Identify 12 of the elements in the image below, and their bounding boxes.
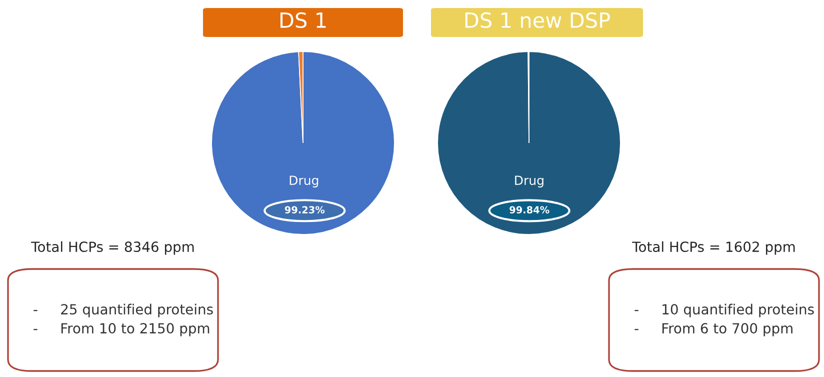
text: Total HCPs = 1602 ppm	[632, 241, 795, 255]
text: - From 10 to 2150 ppm	[34, 323, 210, 336]
slice-label: Drug	[290, 176, 318, 188]
data-label: 99.23%	[284, 206, 325, 214]
text: Total HCPs = 8346 ppm	[31, 241, 194, 255]
chart-title: DS 1 new DSP	[465, 12, 610, 28]
text: - From 6 to 700 ppm	[634, 323, 792, 336]
data-label: 99.84%	[510, 206, 550, 214]
text: - 25 quantified proteins	[34, 304, 213, 318]
text: - 10 quantified proteins	[634, 304, 814, 318]
slice-label: Drug	[515, 176, 544, 188]
chart-title: DS 1	[280, 12, 326, 28]
